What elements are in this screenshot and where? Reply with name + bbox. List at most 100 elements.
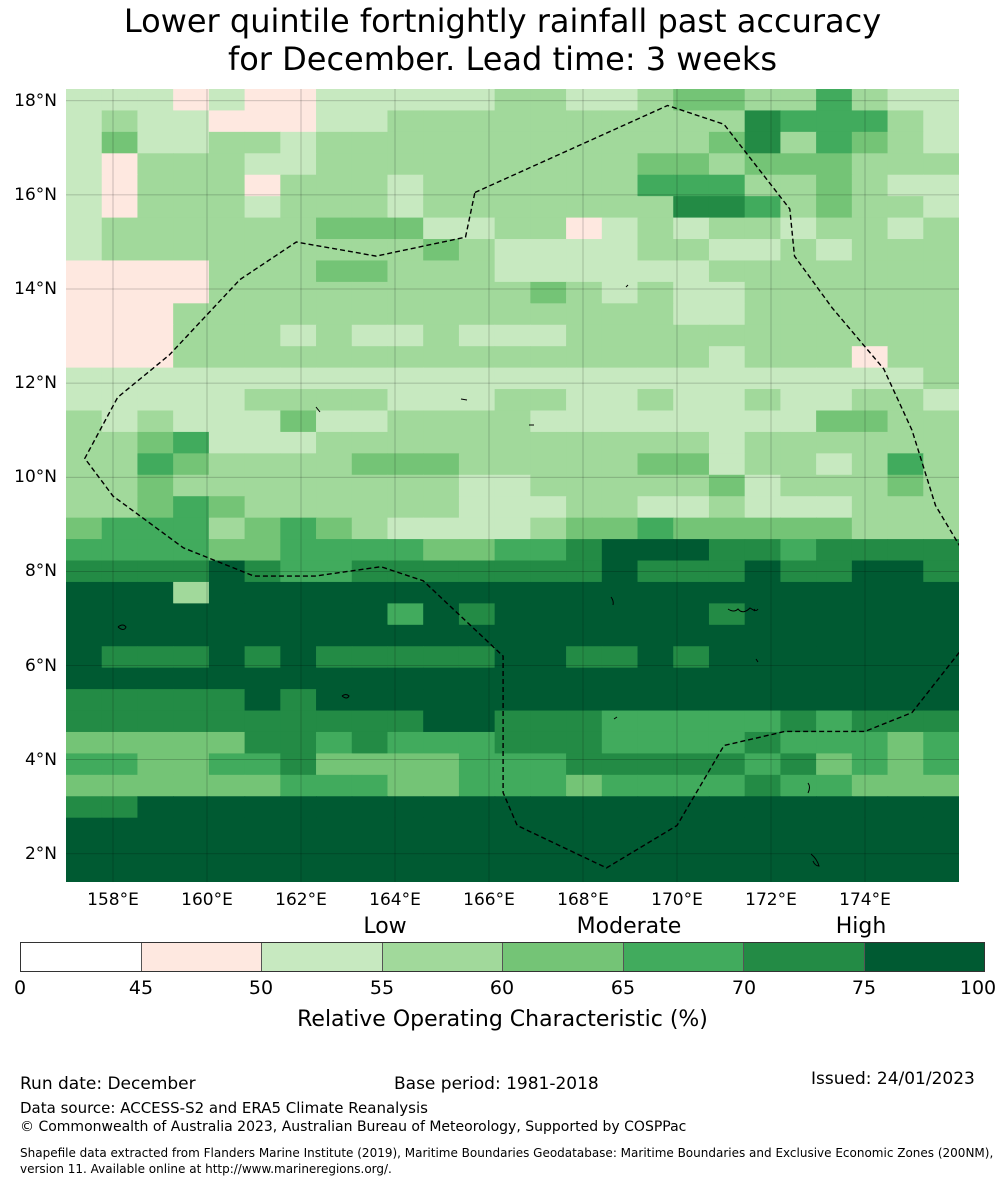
grid-cell	[887, 89, 924, 112]
grid-cell	[351, 796, 389, 819]
grid-cell	[887, 389, 924, 412]
grid-cell	[423, 217, 460, 240]
grid-cell	[387, 217, 424, 240]
grid-cell	[101, 324, 139, 347]
grid-cell	[744, 560, 781, 583]
grid-cell	[316, 796, 353, 819]
grid-cell	[566, 303, 603, 326]
grid-cell	[566, 796, 603, 819]
grid-cell	[351, 496, 389, 519]
grid-cell	[244, 839, 281, 862]
grid-cell	[673, 367, 710, 390]
grid-cell	[423, 324, 460, 347]
grid-cell	[208, 517, 246, 540]
grid-cell	[601, 131, 639, 154]
grid-cell	[637, 346, 674, 369]
grid-cell	[494, 174, 531, 197]
grid-cell	[923, 860, 959, 882]
grid-cell	[601, 624, 639, 647]
grid-cell	[101, 667, 139, 690]
grid-cell	[351, 731, 389, 754]
grid-cell	[244, 731, 281, 754]
grid-cell	[66, 303, 103, 326]
grid-cell	[387, 817, 424, 840]
grid-cell	[566, 603, 603, 626]
grid-cell	[923, 281, 959, 304]
grid-cell	[387, 581, 424, 604]
grid-cell	[530, 667, 567, 690]
grid-cell	[601, 239, 639, 262]
grid-cell	[351, 603, 389, 626]
run-date: Run date: December	[20, 1074, 196, 1094]
grid-cell	[387, 153, 424, 176]
grid-cell	[887, 710, 924, 733]
grid-cell	[316, 453, 353, 476]
grid-cell	[208, 410, 246, 433]
grid-cell	[387, 496, 424, 519]
grid-cell	[458, 281, 496, 304]
grid-cell	[494, 389, 531, 412]
grid-cell	[316, 817, 353, 840]
grid-cell	[530, 646, 567, 669]
grid-cell	[137, 281, 174, 304]
grid-cell	[780, 624, 817, 647]
grid-cell	[673, 560, 710, 583]
grid-cell	[816, 839, 853, 862]
grid-cell	[173, 196, 210, 219]
grid-cell	[530, 496, 567, 519]
grid-cell	[458, 689, 496, 712]
grid-cell	[458, 603, 496, 626]
grid-cell	[280, 539, 317, 562]
grid-cell	[780, 474, 817, 497]
grid-cell	[637, 539, 674, 562]
grid-cell	[530, 796, 567, 819]
grid-cell	[137, 667, 174, 690]
grid-cell	[530, 731, 567, 754]
grid-cell	[387, 110, 424, 133]
grid-cell	[566, 624, 603, 647]
grid-cell	[351, 281, 389, 304]
grid-cell	[173, 131, 210, 154]
grid-cell	[244, 303, 281, 326]
grid-cell	[601, 646, 639, 669]
grid-cell	[780, 689, 817, 712]
grid-cell	[494, 817, 531, 840]
grid-cell	[137, 110, 174, 133]
colorbar-segment	[864, 943, 984, 971]
grid-cell	[780, 217, 817, 240]
grid-cell	[458, 324, 496, 347]
grid-cell	[244, 603, 281, 626]
grid-cell	[887, 260, 924, 283]
grid-cell	[244, 624, 281, 647]
grid-cell	[708, 560, 746, 583]
lon-tick-label: 164°E	[369, 890, 421, 910]
grid-cell	[673, 731, 710, 754]
grid-cell	[637, 860, 674, 882]
grid-cell	[566, 453, 603, 476]
grid-cell	[708, 539, 746, 562]
grid-cell	[244, 153, 281, 176]
lat-tick-label: 8°N	[24, 561, 57, 582]
grid-cell	[530, 303, 567, 326]
grid-cell	[351, 110, 389, 133]
grid-cell	[244, 431, 281, 454]
lon-tick-label: 170°E	[651, 890, 703, 910]
grid-cell	[673, 817, 710, 840]
grid-cell	[423, 689, 460, 712]
grid-cell	[208, 581, 246, 604]
grid-cell	[923, 581, 959, 604]
grid-cell	[851, 581, 889, 604]
grid-cell	[208, 474, 246, 497]
grid-cell	[66, 539, 103, 562]
grid-cell	[458, 667, 496, 690]
grid-cell	[923, 731, 959, 754]
grid-cell	[316, 174, 353, 197]
grid-cell	[494, 217, 531, 240]
grid-cell	[530, 860, 567, 882]
grid-cell	[780, 774, 817, 797]
grid-cell	[851, 131, 889, 154]
grid-cell	[744, 281, 781, 304]
grid-cell	[66, 431, 103, 454]
category-high-label: High	[835, 914, 887, 939]
grid-cell	[816, 217, 853, 240]
